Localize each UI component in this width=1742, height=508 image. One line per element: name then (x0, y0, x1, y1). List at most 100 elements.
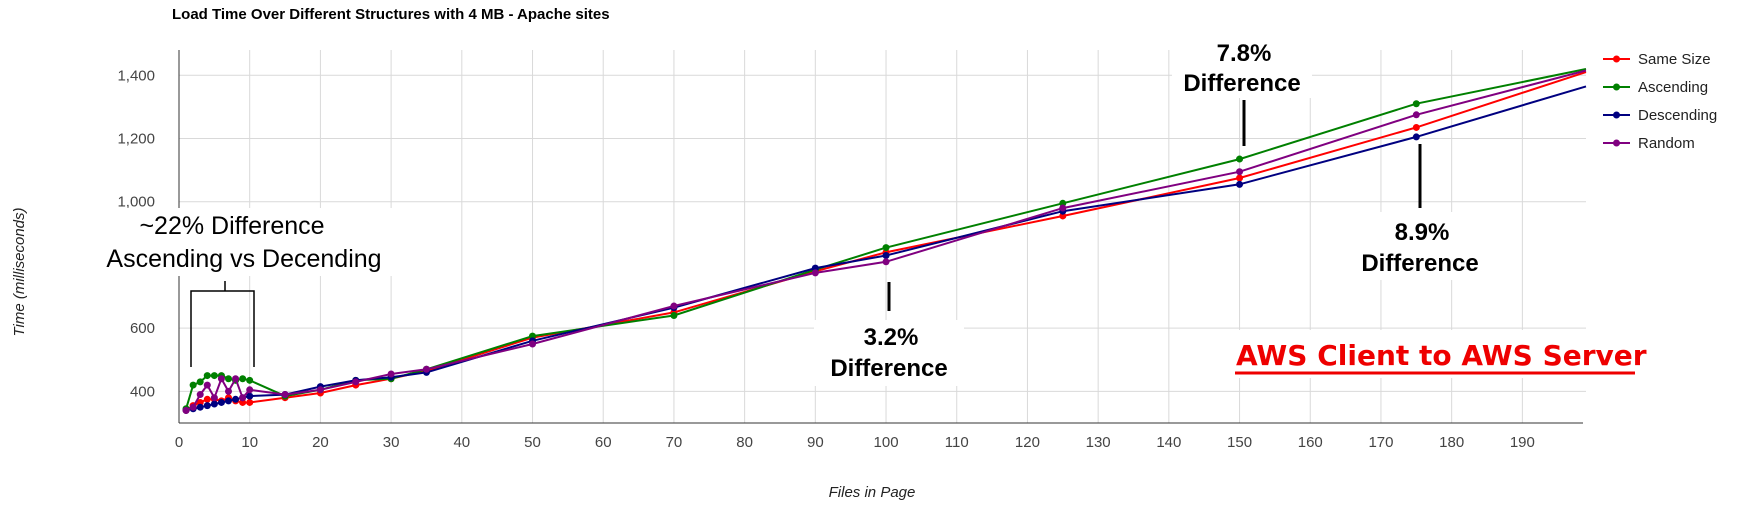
x-tick-label: 180 (1439, 434, 1464, 451)
legend-swatch-dot (1613, 111, 1620, 119)
data-point-descending[interactable] (1236, 180, 1244, 188)
x-tick-label: 10 (241, 434, 258, 451)
series-group (182, 68, 1587, 414)
data-point-ascending[interactable] (670, 312, 678, 320)
data-point-descending[interactable] (217, 398, 225, 406)
annotation-32-bg (814, 320, 964, 386)
data-point-descending[interactable] (246, 392, 254, 400)
data-point-same-size[interactable] (1412, 123, 1420, 131)
annotation-32-line2: Difference (830, 355, 947, 382)
data-point-random[interactable] (203, 381, 211, 389)
annotation-22-bg (80, 208, 408, 276)
legend-item-same-size[interactable]: Same Size (1603, 51, 1711, 68)
data-point-random[interactable] (352, 378, 360, 386)
data-point-ascending[interactable] (1236, 155, 1244, 163)
x-tick-label: 30 (383, 434, 400, 451)
x-tick-label: 40 (453, 434, 470, 451)
annotation-22-bracket (190, 281, 255, 367)
data-point-random[interactable] (182, 406, 190, 414)
data-point-random[interactable] (1236, 168, 1244, 176)
x-tick-label: 150 (1227, 434, 1252, 451)
data-point-descending[interactable] (1412, 133, 1420, 141)
data-point-random[interactable] (210, 394, 218, 402)
x-tick-label: 100 (874, 434, 899, 451)
x-tick-label: 90 (807, 434, 824, 451)
annotation-78-bg (1172, 36, 1312, 98)
data-point-same-size[interactable] (1236, 174, 1244, 182)
legend-item-random[interactable]: Random (1603, 135, 1695, 152)
legend-label: Ascending (1638, 79, 1708, 96)
data-point-random[interactable] (224, 387, 232, 395)
data-point-descending[interactable] (224, 397, 232, 405)
data-point-random[interactable] (246, 386, 254, 394)
annotation-32-line1: 3.2% (864, 324, 919, 351)
x-tick-label: 20 (312, 434, 329, 451)
x-tick-label: 50 (524, 434, 541, 451)
legend-item-descending[interactable]: Descending (1603, 107, 1717, 124)
y-tick-label: 400 (130, 383, 155, 400)
annotation-22-line1: ~22% Difference (139, 212, 324, 240)
x-tick-label: 60 (595, 434, 612, 451)
data-point-ascending[interactable] (203, 372, 211, 380)
data-point-random[interactable] (1412, 111, 1420, 119)
data-point-random[interactable] (281, 391, 289, 399)
data-point-descending[interactable] (882, 251, 890, 259)
data-point-random[interactable] (316, 386, 324, 394)
data-point-ascending[interactable] (196, 378, 204, 386)
data-point-random[interactable] (811, 269, 819, 277)
data-point-same-size[interactable] (203, 395, 211, 403)
data-point-random[interactable] (422, 365, 430, 373)
data-point-random[interactable] (232, 375, 240, 383)
y-tick-label: 600 (130, 320, 155, 337)
y-tick-label: 1,000 (117, 194, 155, 211)
annotation-89-line1: 8.9% (1395, 219, 1450, 246)
x-tick-label: 0 (175, 434, 183, 451)
data-point-ascending[interactable] (882, 244, 890, 252)
x-tick-label: 70 (666, 434, 683, 451)
x-tick-label: 130 (1086, 434, 1111, 451)
data-point-ascending[interactable] (1412, 100, 1420, 108)
data-point-random[interactable] (1059, 204, 1067, 212)
legend-swatch-dot (1613, 55, 1620, 63)
x-tick-label: 140 (1156, 434, 1181, 451)
legend-label: Same Size (1638, 51, 1711, 68)
data-point-ascending[interactable] (189, 381, 197, 389)
data-point-descending[interactable] (232, 395, 240, 403)
legend-item-ascending[interactable]: Ascending (1603, 79, 1708, 96)
annotation-78-line2: Difference (1183, 70, 1300, 97)
data-point-random[interactable] (670, 302, 678, 310)
y-axis-ticks: 400 600 1,000 1,200 1,400 (117, 67, 155, 400)
annotation-89-bg (1350, 212, 1490, 280)
data-point-ascending[interactable] (224, 375, 232, 383)
data-point-ascending[interactable] (239, 375, 247, 383)
x-axis-title: Files in Page (829, 484, 916, 501)
data-point-ascending[interactable] (210, 372, 218, 380)
data-point-random[interactable] (239, 394, 247, 402)
data-point-random[interactable] (882, 258, 890, 266)
x-tick-label: 170 (1368, 434, 1393, 451)
data-point-random[interactable] (189, 403, 197, 411)
data-point-random[interactable] (196, 391, 204, 399)
legend-label: Descending (1638, 107, 1717, 124)
data-point-random[interactable] (387, 370, 395, 378)
data-point-ascending[interactable] (246, 376, 254, 384)
data-point-random[interactable] (529, 340, 537, 348)
series-random (182, 69, 1587, 414)
x-tick-label: 80 (736, 434, 753, 451)
data-point-descending[interactable] (196, 403, 204, 411)
x-tick-label: 120 (1015, 434, 1040, 451)
data-point-random[interactable] (217, 375, 225, 383)
caption-bg (1230, 330, 1590, 378)
data-point-same-size[interactable] (246, 398, 254, 406)
y-tick-label: 1,200 (117, 131, 155, 148)
y-axis-title: Time (milliseconds) (11, 207, 28, 336)
x-tick-label: 110 (945, 434, 969, 451)
y-tick-label: 1,400 (117, 67, 155, 84)
legend-swatch-dot (1613, 139, 1620, 147)
data-point-descending[interactable] (203, 402, 211, 410)
annotation-22-line2: Ascending vs Decending (106, 245, 381, 273)
data-point-descending[interactable] (210, 400, 218, 408)
legend-swatch-dot (1613, 83, 1620, 91)
x-tick-label: 190 (1510, 434, 1535, 451)
